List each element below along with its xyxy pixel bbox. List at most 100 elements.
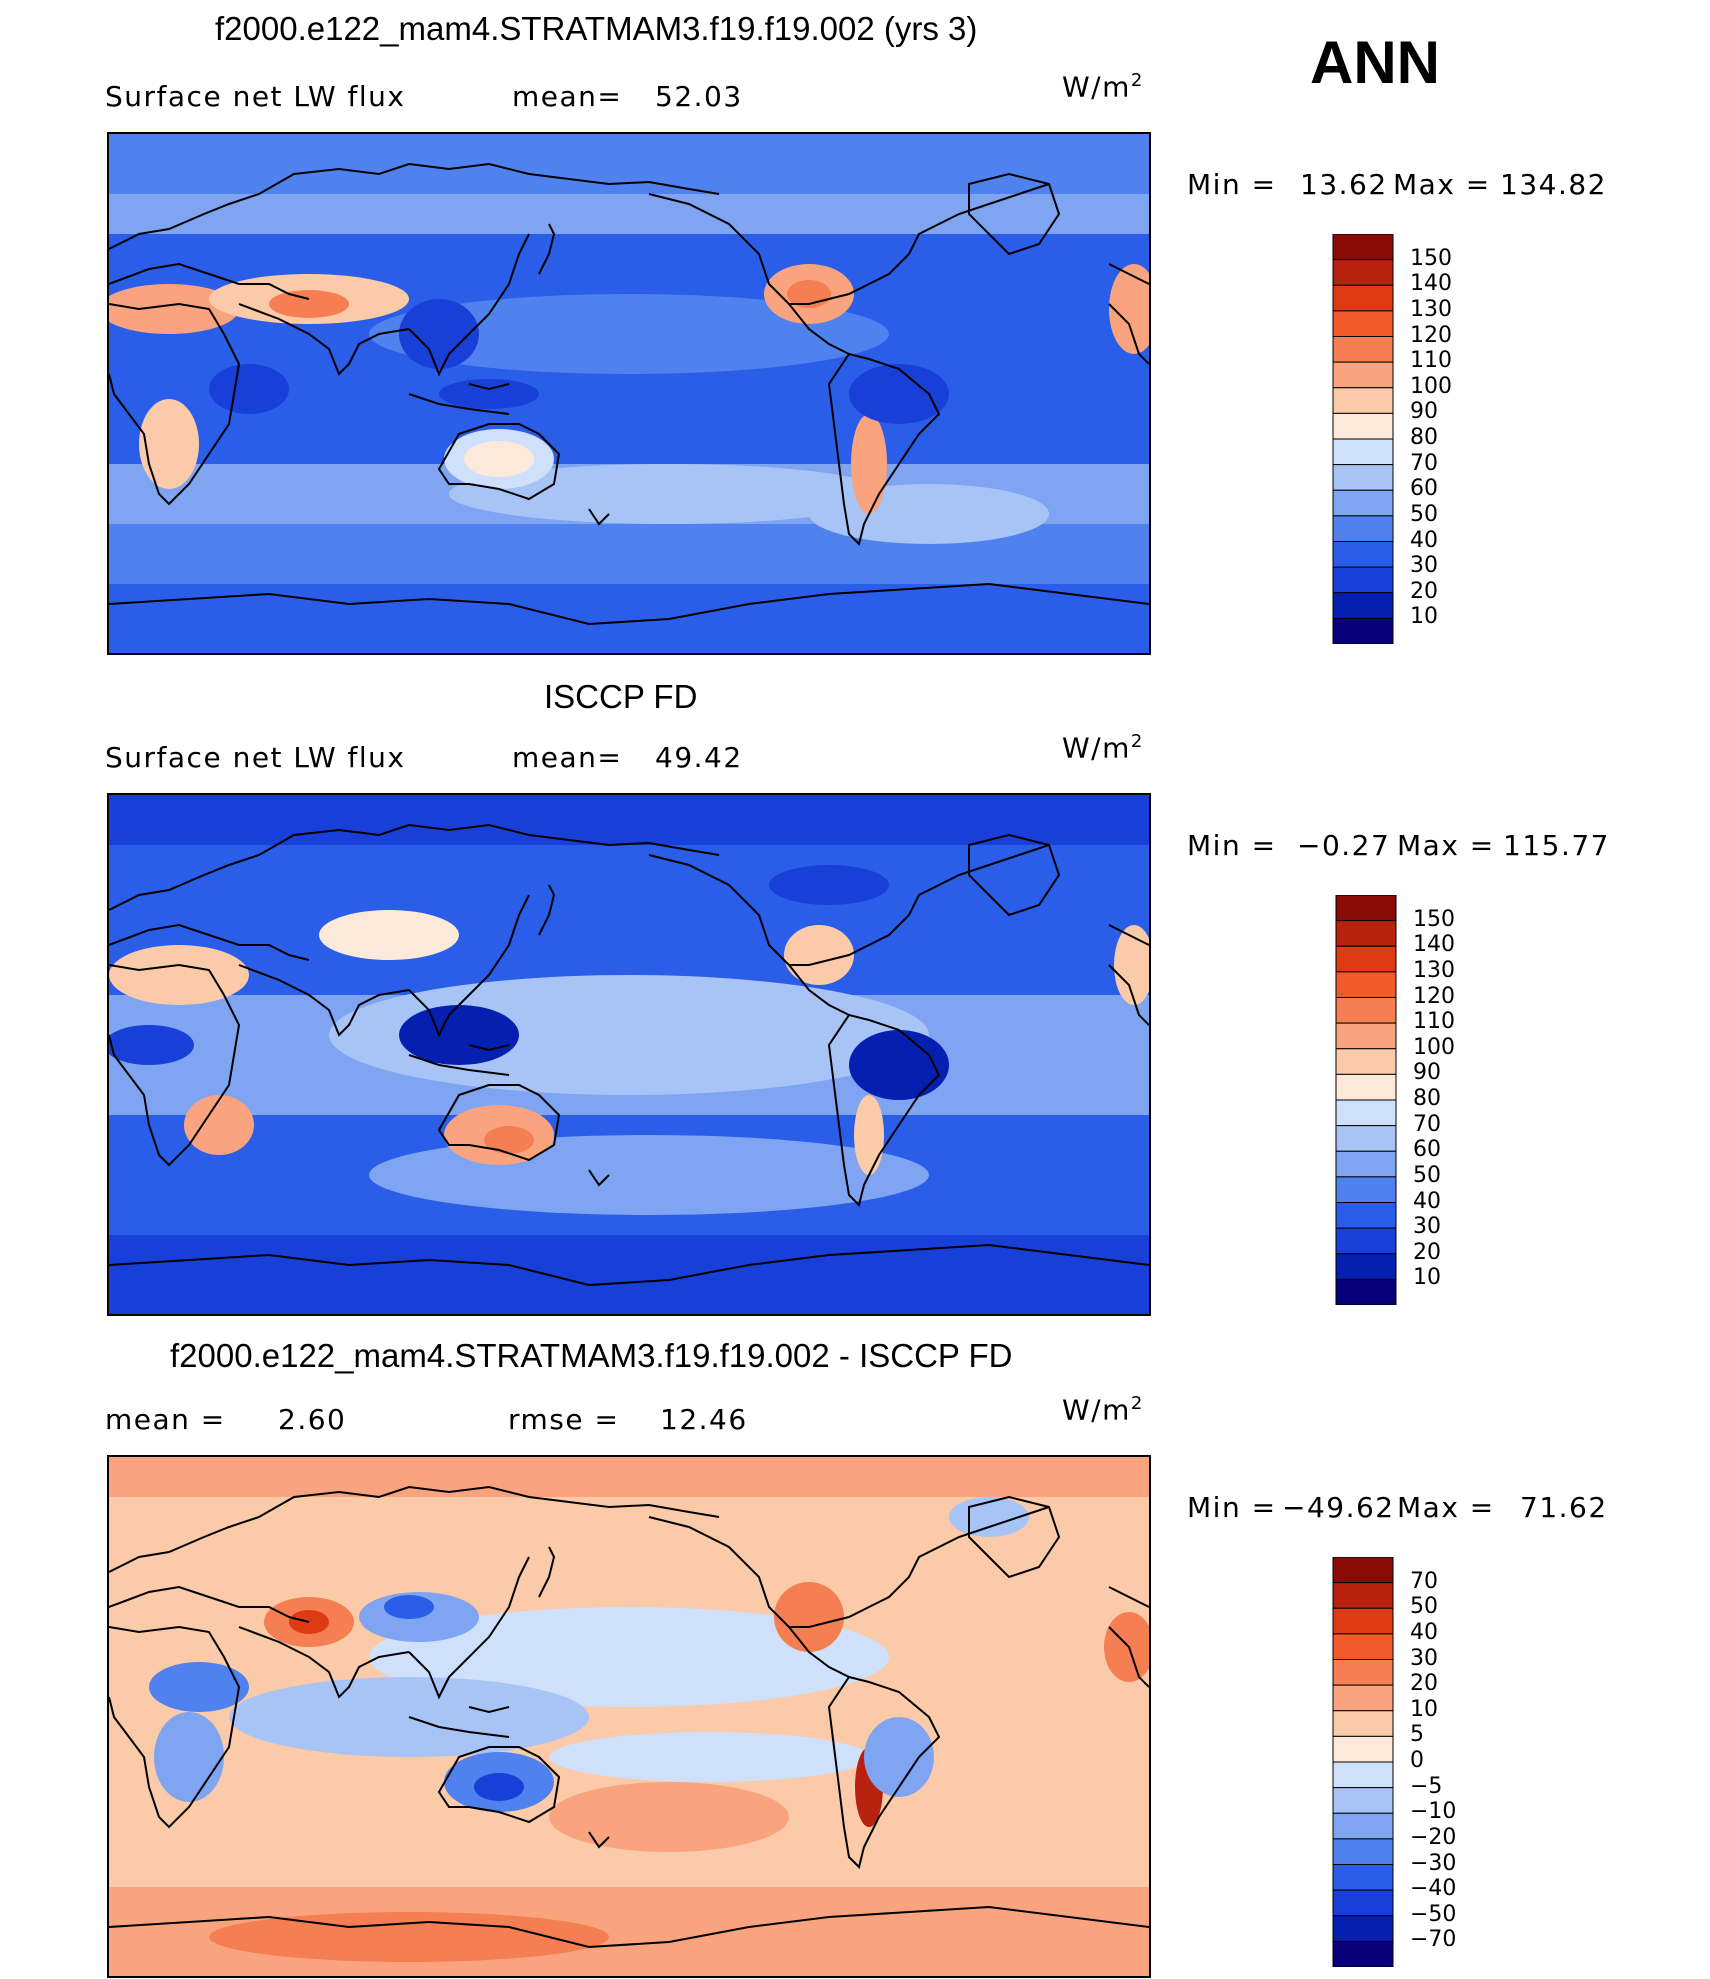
panel3-mean-value: 2.60 <box>278 1403 347 1436</box>
colorbar-swatch <box>1332 1889 1394 1917</box>
colorbar-swatch <box>1332 1684 1394 1712</box>
colorbar-tick-label: 100 <box>1413 1034 1455 1060</box>
colorbar-tick-label: −50 <box>1410 1901 1457 1927</box>
colorbar-swatch <box>1332 489 1394 517</box>
colorbar-tick-label: 70 <box>1410 450 1438 476</box>
colorbar-tick-label: 90 <box>1413 1060 1441 1086</box>
panel2-colorbar <box>1335 894 1397 1306</box>
colorbar-tick-label: 0 <box>1410 1748 1424 1773</box>
colorbar-swatch <box>1332 1582 1394 1609</box>
panel1-map <box>107 132 1151 655</box>
colorbar-swatch <box>1335 1048 1397 1075</box>
colorbar-tick-label: 40 <box>1413 1188 1441 1214</box>
panel3-min-label: Min = <box>1187 1491 1277 1524</box>
colorbar-swatch <box>1335 1099 1397 1127</box>
colorbar-swatch <box>1332 1556 1394 1584</box>
colorbar-swatch <box>1332 438 1394 466</box>
colorbar-tick-label: 120 <box>1410 322 1452 348</box>
colorbar-tick-label: 70 <box>1410 1568 1438 1594</box>
colorbar-tick-label: −30 <box>1410 1850 1457 1876</box>
colorbar-swatch <box>1335 1202 1397 1229</box>
colorbar-swatch <box>1332 387 1394 414</box>
colorbar-swatch <box>1332 541 1394 568</box>
colorbar-tick-label: 30 <box>1410 1645 1438 1671</box>
panel1-max-label: Max = <box>1393 168 1491 201</box>
season-label: ANN <box>1310 29 1440 96</box>
panel1-mean-label: mean= <box>512 80 623 113</box>
colorbar-tick-label: 110 <box>1413 1009 1455 1035</box>
colorbar-swatch <box>1332 1915 1394 1942</box>
panel2-variable: Surface net LW flux <box>105 741 406 774</box>
colorbar-tick-label: 20 <box>1410 1671 1438 1697</box>
panel1-min-label: Min = <box>1187 168 1277 201</box>
colorbar-tick-label: −40 <box>1410 1876 1457 1902</box>
panel3-colorbar <box>1332 1556 1394 1968</box>
colorbar-swatch <box>1335 1278 1397 1306</box>
colorbar-tick-label: 80 <box>1410 425 1438 450</box>
panel3-rmse-label: rmse = <box>508 1403 620 1436</box>
colorbar-swatch <box>1335 1176 1397 1203</box>
colorbar-swatch <box>1332 1864 1394 1891</box>
panel1-variable: Surface net LW flux <box>105 80 406 113</box>
panel3-mean-label: mean = <box>105 1403 226 1436</box>
panel3-title: f2000.e122_mam4.STRATMAM3.f19.f19.002 - … <box>170 1337 1013 1374</box>
colorbar-tick-label: 120 <box>1413 983 1455 1009</box>
colorbar-swatch <box>1332 284 1394 312</box>
colorbar-tick-label: 100 <box>1410 373 1452 399</box>
colorbar-swatch <box>1332 1659 1394 1686</box>
colorbar-tick-label: −5 <box>1410 1773 1443 1799</box>
panel1-units: W/m2 <box>1062 70 1144 104</box>
colorbar-swatch <box>1335 1253 1397 1280</box>
colorbar-swatch <box>1332 1710 1394 1737</box>
panel2-colorbar-swatches <box>1335 894 1397 1306</box>
colorbar-swatch <box>1335 997 1397 1024</box>
colorbar-swatch <box>1335 1073 1397 1101</box>
colorbar-swatch <box>1332 310 1394 337</box>
colorbar-tick-label: 30 <box>1410 553 1438 579</box>
colorbar-tick-label: −10 <box>1410 1799 1457 1825</box>
colorbar-tick-label: 30 <box>1413 1214 1441 1240</box>
colorbar-swatch <box>1332 1607 1394 1635</box>
panel2-map <box>107 793 1151 1316</box>
colorbar-tick-label: 50 <box>1410 501 1438 527</box>
colorbar-tick-label: −20 <box>1410 1824 1457 1850</box>
colorbar-tick-label: 150 <box>1410 245 1452 271</box>
panel2-min-label: Min = <box>1187 829 1277 862</box>
colorbar-swatch <box>1332 259 1394 286</box>
panel3-max-value: 71.62 <box>1520 1491 1608 1524</box>
colorbar-tick-label: 10 <box>1413 1265 1441 1291</box>
panel3-colorbar-swatches <box>1332 1556 1394 1968</box>
panel1-mean-value: 52.03 <box>655 80 743 113</box>
colorbar-tick-label: 140 <box>1413 932 1455 958</box>
colorbar-swatch <box>1332 361 1394 389</box>
colorbar-swatch <box>1335 1022 1397 1050</box>
panel2-mean-label: mean= <box>512 741 623 774</box>
colorbar-swatch <box>1332 412 1394 440</box>
panel2-max-value: 115.77 <box>1503 829 1610 862</box>
colorbar-swatch <box>1332 1761 1394 1789</box>
colorbar-tick-label: −70 <box>1410 1927 1457 1953</box>
panel2-max-label: Max = <box>1397 829 1495 862</box>
colorbar-tick-label: 70 <box>1413 1111 1441 1137</box>
panel1-title: f2000.e122_mam4.STRATMAM3.f19.f19.002 (y… <box>215 10 978 47</box>
colorbar-swatch <box>1332 566 1394 594</box>
colorbar-swatch <box>1335 1125 1397 1152</box>
colorbar-tick-label: 5 <box>1410 1722 1424 1748</box>
colorbar-tick-label: 130 <box>1413 957 1455 983</box>
panel3-rmse-value: 12.46 <box>660 1403 748 1436</box>
colorbar-swatch <box>1332 336 1394 363</box>
colorbar-tick-label: 50 <box>1413 1162 1441 1188</box>
colorbar-swatch <box>1335 920 1397 947</box>
colorbar-swatch <box>1335 945 1397 973</box>
colorbar-swatch <box>1335 1150 1397 1178</box>
panel1-colorbar <box>1332 233 1394 645</box>
colorbar-swatch <box>1332 1940 1394 1968</box>
panel1-min-value: 13.62 <box>1300 168 1388 201</box>
colorbar-tick-label: 50 <box>1410 1594 1438 1620</box>
colorbar-swatch <box>1332 592 1394 619</box>
panel1-colorbar-swatches <box>1332 233 1394 645</box>
colorbar-swatch <box>1332 464 1394 491</box>
colorbar-swatch <box>1335 1227 1397 1255</box>
colorbar-tick-label: 140 <box>1410 271 1452 297</box>
panel1-max-value: 134.82 <box>1500 168 1607 201</box>
